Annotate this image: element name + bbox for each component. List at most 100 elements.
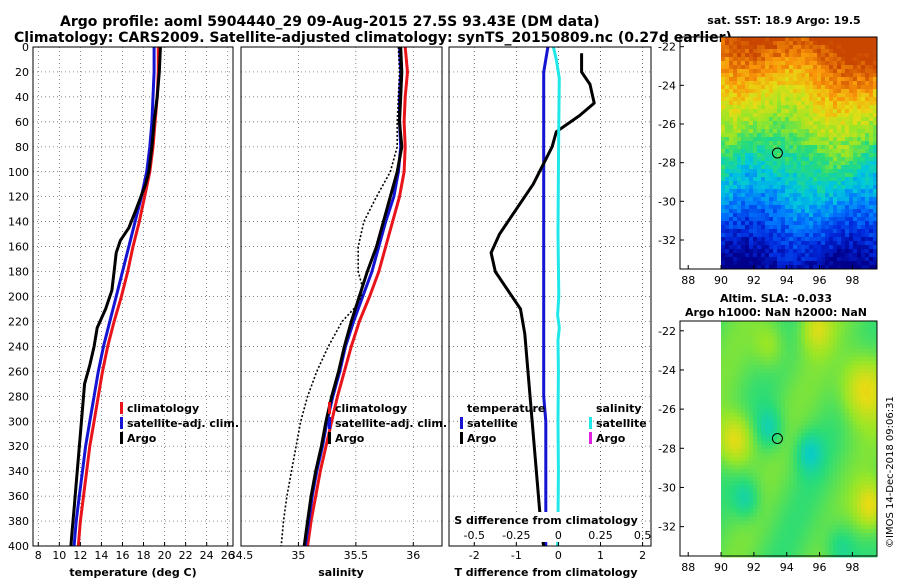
map-cell <box>841 169 846 174</box>
map-cell <box>813 333 818 338</box>
depth-tick-label: 220 <box>8 315 29 328</box>
map-cell <box>773 545 778 550</box>
map-cell <box>721 457 726 462</box>
map-cell <box>841 437 846 442</box>
map-cell <box>741 345 746 350</box>
map-cell <box>845 209 850 214</box>
map-cell <box>769 385 774 390</box>
map-cell <box>765 145 770 150</box>
x-tick-label: 20 <box>158 549 172 562</box>
map-cell <box>829 385 834 390</box>
map-cell <box>757 533 762 538</box>
map-cell <box>733 369 738 374</box>
map-cell <box>805 469 810 474</box>
map-cell <box>829 473 834 478</box>
map-cell <box>829 89 834 94</box>
map-cell <box>817 449 822 454</box>
map-cell <box>833 385 838 390</box>
map-cell <box>781 153 786 158</box>
map-cell <box>725 53 730 58</box>
map-cell <box>845 369 850 374</box>
map-cell <box>849 433 854 438</box>
map-cell <box>805 253 810 258</box>
map-cell <box>729 229 734 234</box>
map-cell <box>797 453 802 458</box>
map-cell <box>729 333 734 338</box>
map-cell <box>817 241 822 246</box>
map-cell <box>753 393 758 398</box>
map-cell <box>849 49 854 54</box>
map-cell <box>817 321 822 326</box>
map-cell <box>861 85 866 90</box>
map-cell <box>821 73 826 78</box>
map-cell <box>737 509 742 514</box>
map-cell <box>781 537 786 542</box>
map-cell <box>821 89 826 94</box>
map-cell <box>821 553 826 558</box>
map-cell <box>865 437 870 442</box>
map-cell <box>817 357 822 362</box>
map-cell <box>817 61 822 66</box>
map-cell <box>801 469 806 474</box>
map-cell <box>761 145 766 150</box>
map-cell <box>757 233 762 238</box>
map-cell <box>781 113 786 118</box>
map-cell <box>801 237 806 242</box>
map-cell <box>729 469 734 474</box>
map-cell <box>785 41 790 46</box>
map-cell <box>773 221 778 226</box>
map-cell <box>753 113 758 118</box>
map-cell <box>869 377 874 382</box>
map-cell <box>865 545 870 550</box>
map-cell <box>861 453 866 458</box>
map-cell <box>745 413 750 418</box>
map-cell <box>749 341 754 346</box>
map-cell <box>869 457 874 462</box>
map-cell <box>797 381 802 386</box>
map-cell <box>869 217 874 222</box>
map-cell <box>745 545 750 550</box>
map-cell <box>773 361 778 366</box>
map-cell <box>841 497 846 502</box>
map-cell <box>793 177 798 182</box>
map-cell <box>753 329 758 334</box>
map-cell <box>837 525 842 530</box>
map-cell <box>817 381 822 386</box>
map-cell <box>837 333 842 338</box>
map-cell <box>849 45 854 50</box>
map-cell <box>765 353 770 358</box>
map-cell <box>769 185 774 190</box>
map-cell <box>841 213 846 218</box>
map-cell <box>805 173 810 178</box>
s-difference-axis-label: S difference from climatology <box>454 514 638 527</box>
map-cell <box>765 73 770 78</box>
map-cell <box>853 433 858 438</box>
map-cell <box>785 441 790 446</box>
map-cell <box>725 113 730 118</box>
map-x-tick-label: 98 <box>845 561 859 574</box>
map-cell <box>857 453 862 458</box>
map-cell <box>853 229 858 234</box>
map-cell <box>825 153 830 158</box>
map-cell <box>809 505 814 510</box>
map-cell <box>861 245 866 250</box>
map-cell <box>773 237 778 242</box>
map-cell <box>817 465 822 470</box>
map-cell <box>857 345 862 350</box>
map-cell <box>825 61 830 66</box>
map-cell <box>773 493 778 498</box>
map-y-tick-label: -28 <box>658 442 676 455</box>
map-cell <box>833 69 838 74</box>
map-cell <box>793 197 798 202</box>
map-cell <box>749 465 754 470</box>
map-cell <box>797 357 802 362</box>
map-cell <box>777 129 782 134</box>
map-cell <box>761 389 766 394</box>
map-cell <box>869 153 874 158</box>
map-cell <box>745 149 750 154</box>
map-cell <box>777 461 782 466</box>
map-cell <box>737 385 742 390</box>
map-cell <box>749 229 754 234</box>
map-cell <box>757 397 762 402</box>
map-cell <box>757 369 762 374</box>
